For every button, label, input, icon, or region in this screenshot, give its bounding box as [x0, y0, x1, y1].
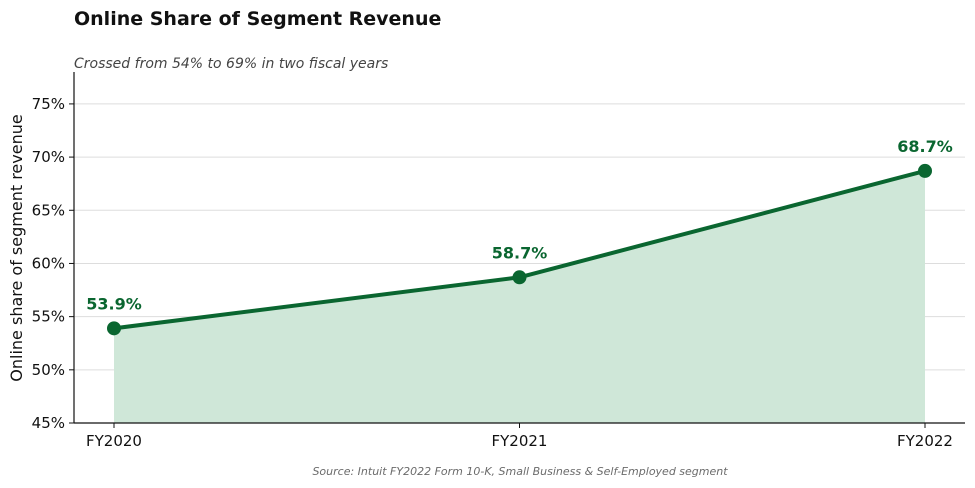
data-label: 58.7%	[492, 243, 548, 262]
chart-title: Online Share of Segment Revenue	[74, 8, 441, 30]
data-point	[918, 163, 932, 178]
y-axis-label: Online share of segment revenue	[7, 114, 26, 381]
chart-subtitle: Crossed from 54% to 69% in two fiscal ye…	[74, 56, 388, 72]
x-tick-label: FY2020	[86, 432, 142, 450]
data-label: 68.7%	[897, 137, 953, 156]
x-ticks: FY2020 FY2021 FY2022	[86, 423, 953, 450]
x-tick-label: FY2022	[897, 432, 953, 450]
data-label: 53.9%	[86, 294, 142, 313]
y-tick-label: 50%	[32, 361, 65, 379]
y-ticks: 45% 50% 55% 60% 65% 70% 75%	[32, 95, 74, 432]
x-tick-label: FY2021	[492, 432, 548, 450]
y-tick-label: 60%	[32, 254, 65, 272]
data-labels: 53.9% 58.7% 68.7%	[86, 137, 953, 313]
area-fill	[114, 170, 925, 423]
y-tick-label: 65%	[32, 201, 65, 219]
y-tick-label: 55%	[32, 308, 65, 326]
y-tick-label: 70%	[32, 148, 65, 166]
data-point	[107, 321, 121, 336]
y-tick-label: 75%	[32, 95, 65, 113]
data-point	[512, 270, 527, 285]
data-points	[107, 163, 932, 336]
source-note: Source: Intuit FY2022 Form 10-K, Small B…	[312, 465, 728, 478]
y-tick-label: 45%	[32, 414, 65, 432]
